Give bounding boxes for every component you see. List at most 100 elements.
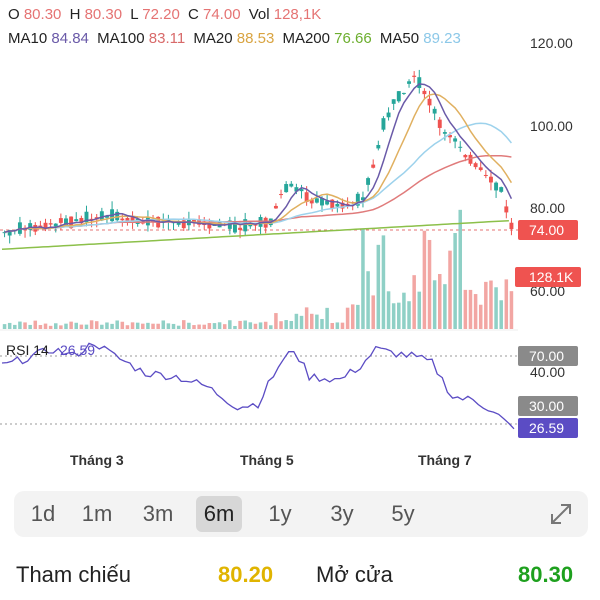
volume-bar bbox=[187, 322, 191, 329]
volume-bar bbox=[361, 228, 365, 329]
ohlc-readout: O 80.30 H 80.30 L 72.20 C 74.00 Vol 128,… bbox=[8, 6, 325, 23]
volume-bar bbox=[325, 307, 329, 329]
ma200-value: 76.66 bbox=[334, 30, 372, 47]
candle-body bbox=[407, 81, 411, 84]
price-tick-120: 120.00 bbox=[530, 35, 573, 51]
price-tick-100: 100.00 bbox=[530, 118, 573, 134]
volume-bar bbox=[279, 321, 283, 329]
candle-body bbox=[48, 223, 53, 225]
ma10-label: MA10 bbox=[8, 30, 48, 47]
volume-label: Vol bbox=[248, 6, 270, 23]
volume-bar bbox=[391, 303, 396, 329]
volume-bar bbox=[499, 300, 503, 329]
candle-body bbox=[381, 118, 386, 130]
volume-bar bbox=[84, 324, 89, 329]
expand-icon[interactable] bbox=[548, 501, 574, 527]
volume-bar bbox=[489, 280, 493, 329]
candle-body bbox=[504, 206, 509, 213]
candle-body bbox=[320, 198, 324, 206]
candle-body bbox=[453, 138, 458, 142]
candle-body bbox=[396, 91, 401, 102]
volume-bar bbox=[135, 322, 140, 329]
volume-bar bbox=[202, 324, 206, 329]
x-label-thang-5: Tháng 5 bbox=[240, 452, 294, 468]
volume-bar bbox=[478, 304, 483, 329]
candle-body bbox=[448, 135, 452, 138]
candle-body bbox=[181, 220, 186, 229]
timeframe-3y[interactable]: 3y bbox=[330, 501, 354, 526]
last-price-tag bbox=[518, 220, 578, 240]
ma20-line bbox=[4, 93, 513, 233]
volume-bar bbox=[74, 322, 78, 329]
candle-body bbox=[294, 187, 299, 192]
candle-body bbox=[74, 219, 79, 222]
close-value: 74.00 bbox=[203, 6, 241, 23]
x-label-thang-7: Tháng 7 bbox=[418, 452, 472, 468]
candle-body bbox=[314, 198, 319, 203]
candle-body bbox=[509, 222, 514, 229]
volume-bar bbox=[263, 321, 268, 329]
volume-bar bbox=[94, 321, 99, 329]
volume-bar bbox=[166, 323, 171, 329]
volume-bar bbox=[120, 321, 125, 329]
volume-bar bbox=[2, 324, 7, 329]
last-price-tag-text: 74.00 bbox=[529, 222, 564, 238]
rsi-value: 26.59 bbox=[60, 342, 95, 358]
open-price-label: Mở cửa bbox=[316, 562, 393, 587]
timeframe-3m[interactable]: 3m bbox=[142, 501, 174, 526]
volume-bar bbox=[376, 244, 381, 329]
candle-body bbox=[243, 219, 248, 232]
volume-bar bbox=[340, 322, 345, 329]
candle-body bbox=[340, 202, 345, 209]
candle-body bbox=[105, 216, 109, 218]
candle-body bbox=[79, 217, 84, 224]
volume-bar bbox=[294, 313, 299, 329]
candle-body bbox=[442, 132, 447, 134]
ma10-value: 84.84 bbox=[51, 30, 89, 47]
x-label-thang-3: Tháng 3 bbox=[70, 452, 124, 468]
low-label: L bbox=[130, 6, 139, 23]
timeframe-1m[interactable]: 1m bbox=[81, 501, 113, 526]
volume-bar bbox=[182, 320, 186, 329]
ma200-line bbox=[1, 219, 509, 251]
candle-body bbox=[366, 178, 371, 185]
volume-bar bbox=[89, 320, 94, 329]
low-value: 72.20 bbox=[142, 6, 180, 23]
volume-bar bbox=[28, 324, 32, 329]
candle-body bbox=[284, 184, 289, 193]
candle-body bbox=[463, 154, 468, 158]
volume-bar bbox=[130, 322, 135, 329]
volume-bar bbox=[146, 322, 150, 329]
candle-body bbox=[437, 119, 442, 128]
candle-body bbox=[422, 90, 427, 95]
candle-body bbox=[258, 216, 263, 227]
volume-bar bbox=[192, 325, 196, 329]
volume-bar bbox=[304, 307, 309, 329]
volume-bar bbox=[310, 313, 314, 329]
candle-body bbox=[376, 144, 381, 149]
candle-body bbox=[483, 174, 488, 176]
price-chart[interactable]: 120.00 100.00 80.00 60.00 74.00 128.1K R… bbox=[0, 0, 600, 480]
candle-body bbox=[335, 203, 340, 207]
volume-bar bbox=[289, 320, 294, 329]
timeframe-1d[interactable]: 1d bbox=[30, 501, 56, 526]
volume-bar bbox=[110, 323, 114, 329]
ma50-line bbox=[4, 122, 512, 233]
volume-bar bbox=[212, 323, 217, 329]
timeframe-6m[interactable]: 6m bbox=[196, 496, 242, 532]
volume-bar bbox=[13, 324, 17, 329]
volume-tag bbox=[515, 267, 581, 287]
high-label: H bbox=[69, 6, 81, 23]
ma20-value: 88.53 bbox=[236, 30, 275, 47]
rsi-30-tag-text: 30.00 bbox=[529, 398, 564, 414]
rsi-30-tag bbox=[518, 396, 578, 416]
volume-bar bbox=[473, 294, 478, 329]
timeframe-5y[interactable]: 5y bbox=[391, 501, 415, 526]
volume-bars bbox=[2, 209, 514, 329]
candle-body bbox=[391, 99, 396, 104]
candle-body bbox=[120, 218, 125, 221]
timeframe-1y[interactable]: 1y bbox=[268, 501, 292, 526]
volume-bar bbox=[105, 322, 109, 329]
candle-body bbox=[371, 164, 376, 168]
volume-bar bbox=[33, 320, 38, 329]
